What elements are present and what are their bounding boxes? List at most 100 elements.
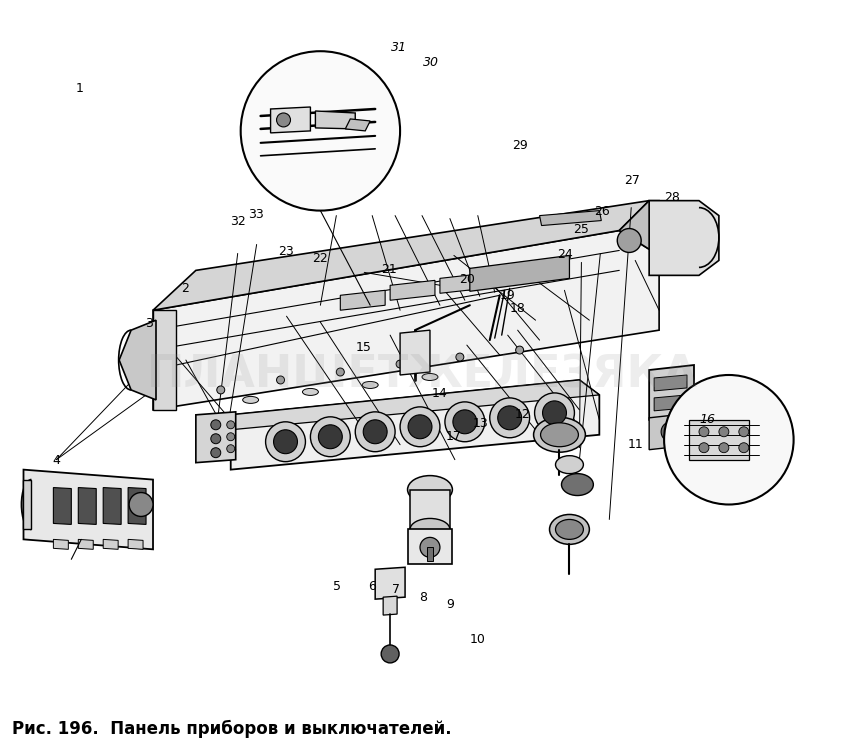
Polygon shape: [383, 596, 397, 615]
Ellipse shape: [408, 476, 453, 504]
Ellipse shape: [556, 519, 584, 539]
Circle shape: [699, 443, 709, 452]
Circle shape: [211, 448, 221, 458]
Polygon shape: [153, 311, 176, 410]
Polygon shape: [340, 291, 385, 311]
Polygon shape: [649, 413, 694, 450]
Text: 10: 10: [470, 633, 486, 646]
Polygon shape: [153, 201, 649, 311]
Circle shape: [382, 645, 399, 663]
Text: 1: 1: [75, 82, 83, 95]
Polygon shape: [103, 539, 118, 549]
Circle shape: [337, 368, 344, 376]
Ellipse shape: [562, 473, 593, 496]
Polygon shape: [619, 201, 659, 256]
Text: ПЛАНШЕТЖЕЛЕЗЯКА: ПЛАНШЕТЖЕЛЕЗЯКА: [147, 354, 699, 397]
Polygon shape: [400, 330, 430, 375]
Circle shape: [277, 113, 290, 127]
Polygon shape: [440, 273, 485, 293]
Text: 8: 8: [419, 591, 427, 604]
Ellipse shape: [410, 519, 450, 540]
Polygon shape: [375, 567, 405, 599]
Circle shape: [618, 229, 641, 253]
Circle shape: [129, 493, 153, 516]
Polygon shape: [654, 395, 687, 411]
Circle shape: [211, 420, 221, 429]
Text: 3: 3: [146, 317, 153, 330]
Text: 17: 17: [445, 430, 461, 443]
Polygon shape: [153, 230, 659, 410]
Circle shape: [211, 434, 221, 444]
Circle shape: [310, 417, 350, 457]
Circle shape: [318, 425, 343, 449]
Text: 30: 30: [424, 56, 439, 68]
Ellipse shape: [550, 514, 590, 545]
Text: 32: 32: [230, 215, 245, 229]
Text: 14: 14: [432, 387, 448, 400]
Circle shape: [456, 353, 464, 361]
Circle shape: [217, 386, 225, 394]
Circle shape: [739, 443, 749, 452]
Polygon shape: [649, 365, 694, 420]
Polygon shape: [103, 487, 121, 525]
Text: 18: 18: [509, 302, 525, 315]
Circle shape: [453, 410, 477, 434]
Polygon shape: [53, 539, 69, 549]
Polygon shape: [79, 487, 96, 525]
Ellipse shape: [243, 397, 259, 403]
Polygon shape: [649, 201, 719, 276]
Circle shape: [227, 445, 234, 452]
Text: 13: 13: [472, 417, 488, 429]
Circle shape: [400, 407, 440, 447]
Polygon shape: [79, 539, 93, 549]
Circle shape: [497, 406, 522, 429]
Bar: [427, 548, 433, 561]
Circle shape: [490, 398, 530, 438]
Circle shape: [408, 415, 432, 439]
Circle shape: [535, 393, 574, 432]
Text: 22: 22: [312, 253, 328, 265]
Circle shape: [396, 360, 404, 368]
Ellipse shape: [303, 389, 318, 395]
Text: 24: 24: [557, 248, 573, 261]
Polygon shape: [231, 380, 599, 470]
Ellipse shape: [362, 381, 378, 389]
Polygon shape: [24, 470, 153, 549]
Ellipse shape: [541, 423, 579, 447]
Polygon shape: [654, 375, 687, 391]
Text: 26: 26: [594, 205, 610, 218]
Polygon shape: [540, 210, 602, 226]
Text: 27: 27: [624, 174, 640, 187]
Circle shape: [542, 401, 567, 425]
Circle shape: [445, 402, 485, 442]
Polygon shape: [470, 256, 569, 291]
Circle shape: [227, 421, 234, 429]
Text: 4: 4: [52, 454, 60, 467]
Text: 28: 28: [665, 191, 680, 204]
Circle shape: [420, 537, 440, 557]
Text: 12: 12: [514, 408, 530, 421]
Polygon shape: [345, 119, 371, 131]
Polygon shape: [128, 539, 143, 549]
Text: 33: 33: [248, 208, 264, 221]
Ellipse shape: [422, 374, 438, 380]
Polygon shape: [689, 420, 749, 460]
Circle shape: [719, 443, 729, 452]
Polygon shape: [24, 479, 31, 530]
Polygon shape: [196, 412, 236, 463]
Text: 23: 23: [278, 245, 294, 258]
Polygon shape: [410, 490, 450, 530]
Circle shape: [699, 426, 709, 437]
Circle shape: [355, 412, 395, 452]
Circle shape: [363, 420, 387, 444]
Polygon shape: [316, 111, 355, 129]
Text: 25: 25: [574, 223, 590, 236]
Polygon shape: [119, 320, 156, 400]
Ellipse shape: [534, 418, 585, 452]
Circle shape: [240, 51, 400, 210]
Text: 2: 2: [181, 282, 190, 295]
Text: 21: 21: [382, 263, 397, 276]
Polygon shape: [53, 487, 71, 525]
Text: 19: 19: [499, 290, 515, 302]
Polygon shape: [271, 107, 310, 133]
